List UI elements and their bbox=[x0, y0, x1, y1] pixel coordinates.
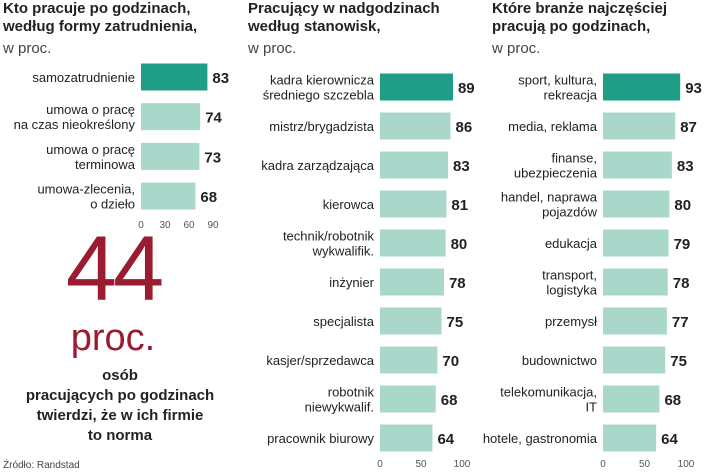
value-label: 64 bbox=[661, 431, 678, 448]
bar bbox=[603, 307, 667, 335]
value-label: 81 bbox=[451, 197, 468, 214]
category-label: inżynier bbox=[329, 275, 374, 290]
category-label: kadra zarządzająca bbox=[261, 158, 374, 173]
category-label: umowa-zlecenia, o dzieło bbox=[37, 182, 135, 212]
value-label: 68 bbox=[441, 392, 458, 409]
x-tick-label: 100 bbox=[678, 459, 695, 470]
category-label: kasjer/sprzedawca bbox=[266, 353, 374, 368]
value-label: 64 bbox=[437, 431, 454, 448]
chart-title: Pracujący w nadgodzinach według stanowisk… bbox=[247, 0, 440, 35]
category-label: robotnik niewykwalif. bbox=[305, 385, 375, 415]
bar bbox=[380, 151, 449, 179]
x-tick-label: 60 bbox=[183, 220, 195, 231]
bar bbox=[380, 268, 444, 296]
x-tick-label: 0 bbox=[600, 459, 606, 470]
chart-subtitle: w proc. bbox=[247, 40, 296, 57]
value-label: 74 bbox=[205, 110, 222, 127]
category-label: transport, logistyka bbox=[542, 268, 598, 298]
value-label: 68 bbox=[664, 392, 681, 409]
value-label: 93 bbox=[685, 80, 702, 97]
category-label: kierowca bbox=[323, 197, 375, 212]
category-label: handel, naprawa pojazdów bbox=[501, 190, 598, 220]
value-label: 78 bbox=[449, 275, 466, 292]
bar bbox=[141, 103, 201, 131]
bar bbox=[380, 346, 438, 374]
bar bbox=[380, 385, 436, 413]
category-label: kadra kierownicza średniego szczebla bbox=[263, 73, 375, 103]
callout-unit: proc. bbox=[71, 317, 155, 359]
value-label: 83 bbox=[212, 70, 229, 87]
value-label: 79 bbox=[674, 236, 691, 253]
bar bbox=[380, 307, 442, 335]
bar bbox=[603, 385, 660, 413]
category-label: hotele, gastronomia bbox=[483, 431, 598, 446]
category-label: specjalista bbox=[313, 314, 374, 329]
category-label: telekomunikacja, IT bbox=[500, 385, 597, 415]
value-label: 83 bbox=[677, 158, 694, 175]
x-tick-label: 90 bbox=[207, 220, 219, 231]
x-tick-label: 30 bbox=[159, 220, 171, 231]
category-label: przemysł bbox=[545, 314, 597, 329]
value-label: 80 bbox=[674, 197, 691, 214]
x-tick-label: 50 bbox=[639, 459, 651, 470]
bar bbox=[141, 142, 200, 170]
chart-title: Kto pracuje po godzinach, według formy za… bbox=[2, 0, 197, 35]
bar bbox=[603, 229, 669, 257]
category-label: samozatrudnienie bbox=[32, 70, 135, 85]
category-label: umowa o pracę terminowa bbox=[46, 142, 136, 172]
callout-text: osób pracujących po godzinach twierdzi, że… bbox=[26, 367, 214, 444]
category-label: media, reklama bbox=[508, 119, 598, 134]
value-label: 73 bbox=[204, 149, 221, 166]
value-label: 83 bbox=[453, 158, 470, 175]
bar bbox=[603, 112, 676, 140]
bar bbox=[380, 73, 453, 101]
callout-number: 44 bbox=[66, 218, 162, 320]
bar bbox=[603, 346, 666, 374]
category-label: technik/robotnik wykwalifik. bbox=[283, 229, 375, 259]
value-label: 77 bbox=[672, 314, 689, 331]
bar bbox=[380, 229, 446, 257]
value-label: 75 bbox=[447, 314, 464, 331]
source: Źródło: Randstad bbox=[3, 458, 80, 471]
category-label: finanse, ubezpieczenia bbox=[514, 151, 598, 181]
bar bbox=[141, 182, 196, 210]
bar bbox=[380, 190, 447, 218]
bar bbox=[603, 190, 670, 218]
category-label: budownictwo bbox=[522, 353, 597, 368]
chart-subtitle: w proc. bbox=[491, 40, 540, 57]
x-tick-label: 100 bbox=[454, 459, 471, 470]
bar bbox=[603, 73, 681, 101]
bar bbox=[141, 63, 208, 91]
category-label: pracownik biurowy bbox=[267, 431, 374, 446]
bar bbox=[380, 424, 433, 452]
value-label: 80 bbox=[451, 236, 468, 253]
bar bbox=[603, 151, 672, 179]
category-label: umowa o pracę na czas nieokreślony bbox=[14, 102, 136, 132]
category-label: mistrz/brygadzista bbox=[269, 119, 375, 134]
category-label: edukacja bbox=[545, 236, 598, 251]
value-label: 89 bbox=[458, 80, 475, 97]
value-label: 78 bbox=[673, 275, 690, 292]
value-label: 68 bbox=[200, 189, 217, 206]
x-tick-label: 50 bbox=[415, 459, 427, 470]
bar bbox=[380, 112, 451, 140]
value-label: 70 bbox=[442, 353, 459, 370]
bar bbox=[603, 424, 657, 452]
value-label: 87 bbox=[680, 119, 697, 136]
category-label: sport, kultura, rekreacja bbox=[518, 73, 598, 103]
chart-title: Które branże najczęściej pracują po godzi… bbox=[492, 0, 667, 35]
value-label: 75 bbox=[670, 353, 687, 370]
bar bbox=[603, 268, 668, 296]
x-tick-label: 0 bbox=[138, 220, 144, 231]
x-tick-label: 0 bbox=[377, 459, 383, 470]
value-label: 86 bbox=[456, 119, 473, 136]
chart-subtitle: w proc. bbox=[2, 40, 51, 57]
